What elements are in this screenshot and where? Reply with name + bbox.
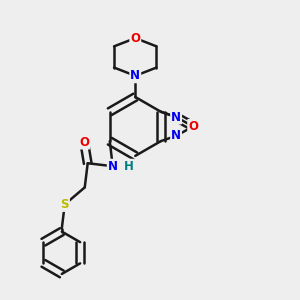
Text: S: S	[61, 198, 69, 211]
Text: O: O	[79, 136, 89, 148]
Text: N: N	[108, 160, 118, 173]
Text: N: N	[171, 129, 181, 142]
Text: N: N	[171, 110, 181, 124]
Text: N: N	[130, 69, 140, 82]
Text: O: O	[188, 120, 198, 133]
Text: O: O	[130, 32, 140, 45]
Text: H: H	[124, 160, 134, 173]
